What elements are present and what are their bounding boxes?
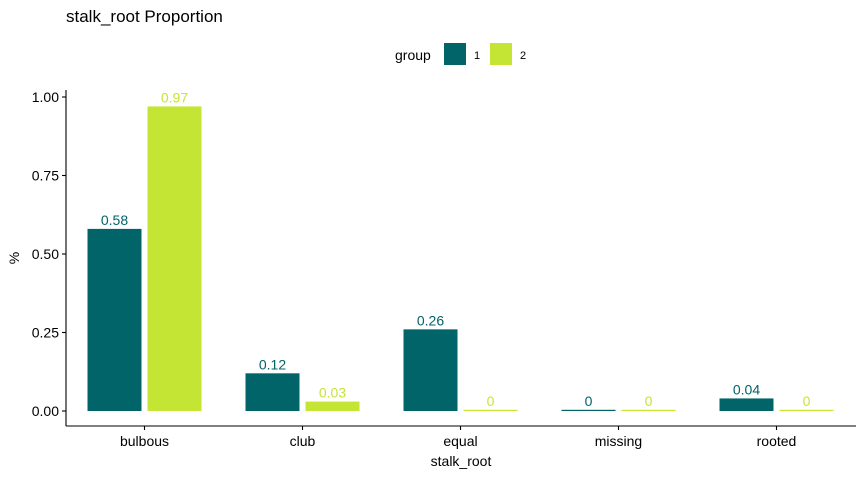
legend-label: 1 [474, 50, 480, 62]
bar-rooted-group-2 [779, 409, 834, 411]
bar-club-group-1 [245, 373, 300, 411]
legend-key-1 [444, 43, 466, 65]
y-tick-label: 0.00 [32, 403, 59, 419]
legend: group 1 2 [395, 43, 526, 65]
bar-club-group-2 [305, 401, 360, 411]
x-ticks: bulbous club equal missing rooted [120, 426, 796, 449]
legend-title: group [395, 47, 431, 63]
y-tick-label: 1.00 [32, 89, 59, 105]
data-label: 0.58 [101, 212, 128, 228]
x-tick-label: equal [443, 433, 477, 449]
x-tick-label: club [290, 433, 316, 449]
x-tick-label: rooted [757, 433, 797, 449]
y-axis-label: % [6, 252, 22, 264]
y-tick-label: 0.75 [32, 168, 59, 184]
bars [87, 106, 834, 412]
x-axis-label: stalk_root [431, 453, 492, 469]
legend-label: 2 [520, 50, 526, 62]
bar-missing-group-2 [621, 409, 676, 411]
data-label: 0.04 [733, 381, 760, 397]
y-tick-label: 0.50 [32, 246, 59, 262]
bar-equal-group-2 [463, 409, 518, 411]
data-label: 0 [645, 393, 653, 409]
data-label: 0 [585, 393, 593, 409]
bar-equal-group-1 [403, 329, 458, 411]
data-label: 0.26 [417, 312, 444, 328]
data-labels: 0.58 0.97 0.12 0.03 0.26 0 0 0 0.04 0 [101, 89, 811, 408]
chart-title: stalk_root Proportion [66, 7, 223, 26]
bar-bulbous-group-2 [147, 106, 202, 412]
data-label: 0.03 [319, 385, 346, 401]
y-tick-label: 0.25 [32, 325, 59, 341]
x-tick-label: missing [595, 433, 642, 449]
y-ticks: 0.00 0.25 0.50 0.75 1.00 [32, 89, 66, 419]
legend-key-2 [490, 43, 512, 65]
bar-missing-group-1 [561, 409, 616, 411]
data-label: 0 [487, 393, 495, 409]
data-label: 0.97 [161, 89, 188, 105]
bar-bulbous-group-1 [87, 228, 142, 411]
x-tick-label: bulbous [120, 433, 169, 449]
data-label: 0.12 [259, 356, 286, 372]
bar-rooted-group-1 [719, 398, 774, 411]
data-label: 0 [803, 393, 811, 409]
